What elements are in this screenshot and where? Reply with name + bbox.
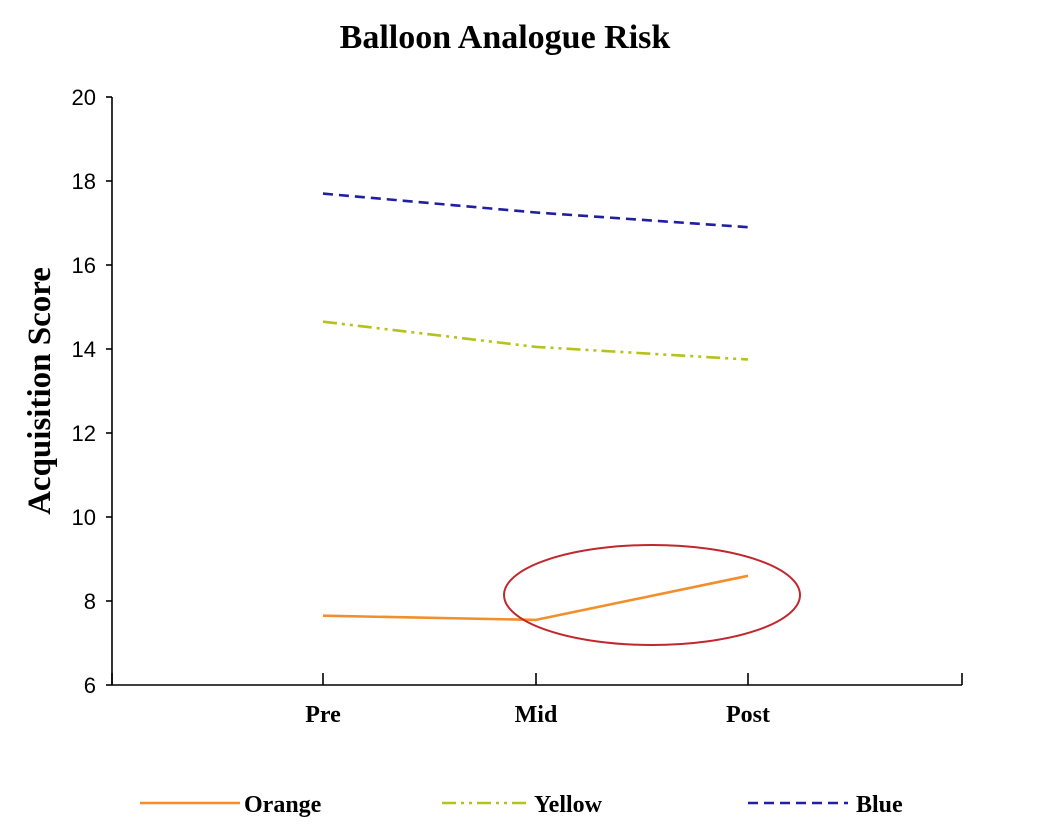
y-tick-label: 20 xyxy=(72,85,96,110)
x-tick-label: Post xyxy=(726,702,770,728)
x-tick-label: Pre xyxy=(305,702,341,728)
series xyxy=(322,192,749,622)
series-line-blue xyxy=(322,192,749,229)
series-line-orange xyxy=(322,574,749,622)
y-axis-label: Acquisition Score xyxy=(22,267,58,515)
y-tick-label: 12 xyxy=(72,421,96,446)
legend: Orange Yellow Blue xyxy=(140,792,903,818)
y-tick-label: 10 xyxy=(72,505,96,530)
chart-title: Balloon Analogue Risk xyxy=(340,19,671,56)
legend-label-orange: Orange xyxy=(244,792,322,818)
y-tick-label: 16 xyxy=(72,253,96,278)
x-tick-label: Mid xyxy=(515,702,558,728)
y-tick-label: 18 xyxy=(72,169,96,194)
y-tick-label: 14 xyxy=(72,337,96,362)
y-ticks: 6 8 10 12 14 16 18 20 xyxy=(72,85,112,698)
series-line-yellow xyxy=(322,320,749,361)
legend-label-yellow: Yellow xyxy=(534,792,603,818)
y-tick-label: 8 xyxy=(84,589,96,614)
y-tick-label: 6 xyxy=(84,673,96,698)
legend-label-blue: Blue xyxy=(856,792,903,818)
highlight-ellipse xyxy=(503,544,801,646)
x-ticks: Pre Mid Post xyxy=(111,673,963,728)
